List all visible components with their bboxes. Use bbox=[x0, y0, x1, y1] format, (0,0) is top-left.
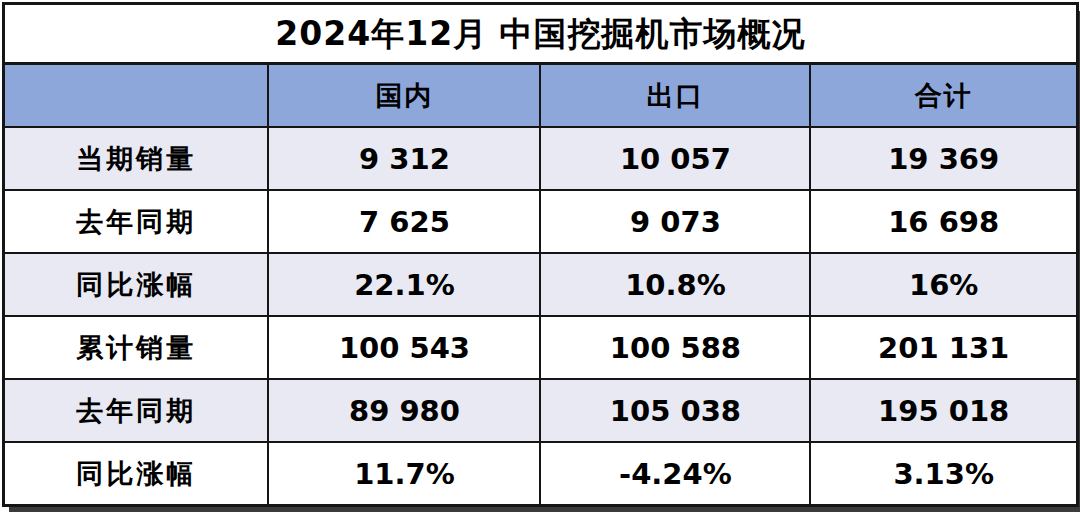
row-label: 同比涨幅 bbox=[5, 442, 268, 504]
table-cell: 89 980 bbox=[268, 379, 540, 442]
table-cell: 10.8% bbox=[540, 253, 810, 316]
data-grid: 国内 出口 合计 当期销量 9 312 10 057 19 369 去年同期 7… bbox=[5, 65, 1076, 504]
header-row: 国内 出口 合计 bbox=[5, 65, 1076, 127]
column-header-domestic: 国内 bbox=[268, 65, 540, 127]
table-cell: 100 588 bbox=[540, 316, 810, 379]
table-cell: 9 073 bbox=[540, 190, 810, 253]
table-cell: 11.7% bbox=[268, 442, 540, 504]
market-overview-table: 2024年12月 中国挖掘机市场概况 国内 出口 合计 当期销量 9 312 1… bbox=[2, 2, 1079, 507]
table-row: 同比涨幅 22.1% 10.8% 16% bbox=[5, 253, 1076, 316]
table-cell: 105 038 bbox=[540, 379, 810, 442]
row-label: 去年同期 bbox=[5, 190, 268, 253]
table-cell: 16% bbox=[810, 253, 1076, 316]
table-cell: 195 018 bbox=[810, 379, 1076, 442]
table-row: 去年同期 89 980 105 038 195 018 bbox=[5, 379, 1076, 442]
table-title: 2024年12月 中国挖掘机市场概况 bbox=[5, 5, 1076, 65]
table-cell: 7 625 bbox=[268, 190, 540, 253]
table-row: 去年同期 7 625 9 073 16 698 bbox=[5, 190, 1076, 253]
table-cell: -4.24% bbox=[540, 442, 810, 504]
table-cell: 16 698 bbox=[810, 190, 1076, 253]
table-cell: 10 057 bbox=[540, 127, 810, 190]
excavator-market-table-screenshot: 2024年12月 中国挖掘机市场概况 国内 出口 合计 当期销量 9 312 1… bbox=[0, 0, 1080, 513]
column-header-total: 合计 bbox=[810, 65, 1076, 127]
table-cell: 19 369 bbox=[810, 127, 1076, 190]
table-cell: 3.13% bbox=[810, 442, 1076, 504]
row-label: 去年同期 bbox=[5, 379, 268, 442]
column-header-blank bbox=[5, 65, 268, 127]
row-label: 累计销量 bbox=[5, 316, 268, 379]
row-label: 当期销量 bbox=[5, 127, 268, 190]
row-label: 同比涨幅 bbox=[5, 253, 268, 316]
table-cell: 201 131 bbox=[810, 316, 1076, 379]
table-row: 当期销量 9 312 10 057 19 369 bbox=[5, 127, 1076, 190]
table-row: 累计销量 100 543 100 588 201 131 bbox=[5, 316, 1076, 379]
table-cell: 9 312 bbox=[268, 127, 540, 190]
table-row: 同比涨幅 11.7% -4.24% 3.13% bbox=[5, 442, 1076, 504]
table-cell: 100 543 bbox=[268, 316, 540, 379]
column-header-export: 出口 bbox=[540, 65, 810, 127]
table-cell: 22.1% bbox=[268, 253, 540, 316]
